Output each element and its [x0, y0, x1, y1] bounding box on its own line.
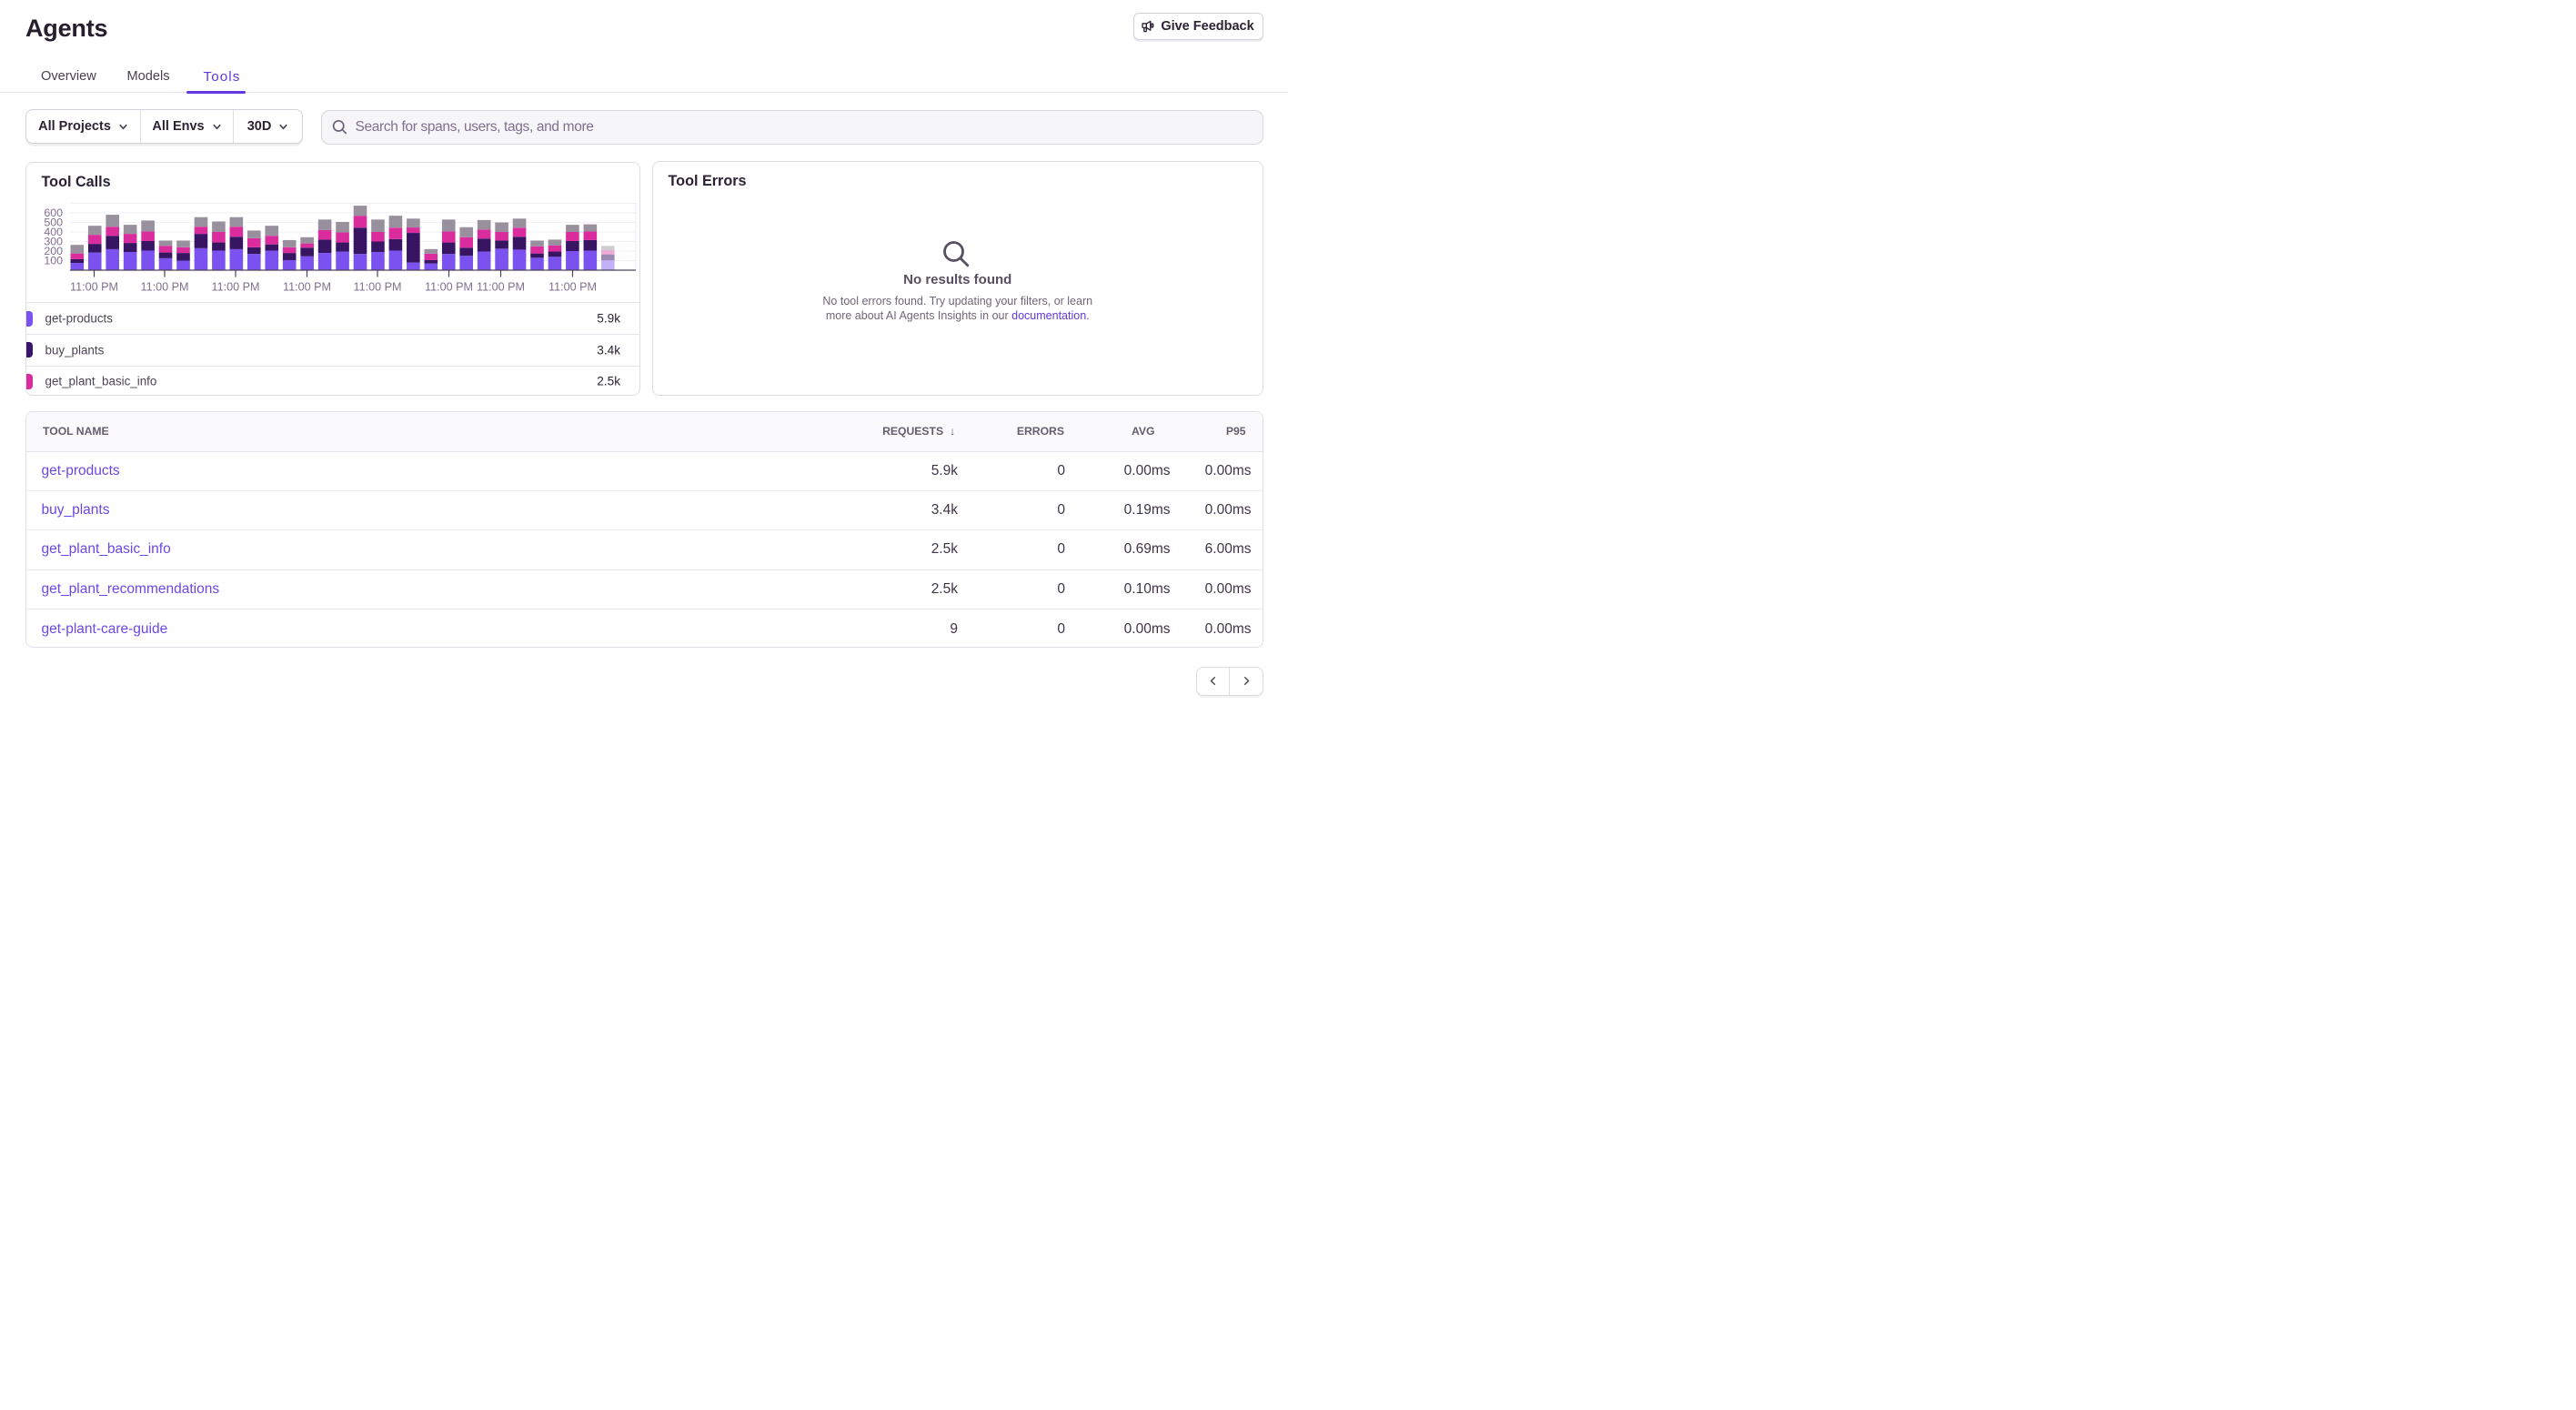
svg-text:11:00 PM: 11:00 PM: [548, 281, 597, 294]
svg-text:200: 200: [44, 245, 63, 257]
svg-text:100: 100: [44, 255, 63, 267]
svg-text:300: 300: [44, 236, 63, 248]
svg-text:11:00 PM: 11:00 PM: [212, 281, 260, 294]
svg-text:11:00 PM: 11:00 PM: [477, 281, 525, 294]
svg-text:11:00 PM: 11:00 PM: [141, 281, 189, 294]
svg-text:400: 400: [44, 226, 63, 238]
svg-text:11:00 PM: 11:00 PM: [70, 281, 118, 294]
svg-text:11:00 PM: 11:00 PM: [283, 281, 331, 294]
svg-text:11:00 PM: 11:00 PM: [425, 281, 473, 294]
svg-text:11:00 PM: 11:00 PM: [354, 281, 402, 294]
svg-text:600: 600: [44, 206, 63, 219]
svg-text:500: 500: [44, 217, 63, 229]
